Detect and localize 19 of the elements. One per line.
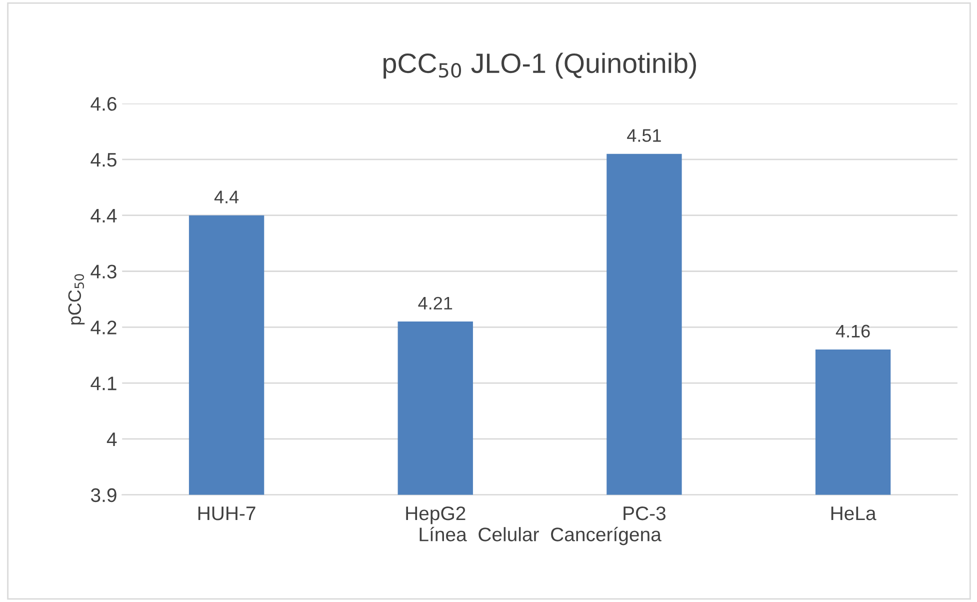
x-tick-label: PC-3: [624, 506, 666, 520]
data-label: 4.16: [836, 324, 870, 338]
data-label: 4.4: [214, 190, 239, 204]
y-tick-label: 4: [106, 432, 117, 446]
y-axis-title: pCC$_{50}$: [68, 274, 85, 324]
y-tick-label: 4.2: [90, 320, 116, 334]
x-tick-label: HeLa: [831, 506, 876, 520]
chart-title: pCC$_{50}$ JLO-1 (Quinotinib): [384, 52, 696, 79]
y-tick-label: 4.4: [90, 209, 117, 222]
data-label: 4.51: [627, 129, 661, 142]
x-axis-title: Línea Celular Cancerígena: [420, 526, 662, 546]
x-tick-label: HUH-7: [198, 506, 256, 520]
y-tick-label: 4.1: [90, 376, 116, 390]
y-tick-label: 4.3: [90, 264, 116, 278]
data-label: 4.21: [418, 296, 452, 310]
y-tick-label: 3.9: [90, 488, 116, 502]
x-tick-label: HepG2: [406, 506, 466, 524]
y-tick-label: 4.6: [90, 97, 116, 111]
y-tick-label: 4.5: [90, 153, 116, 167]
